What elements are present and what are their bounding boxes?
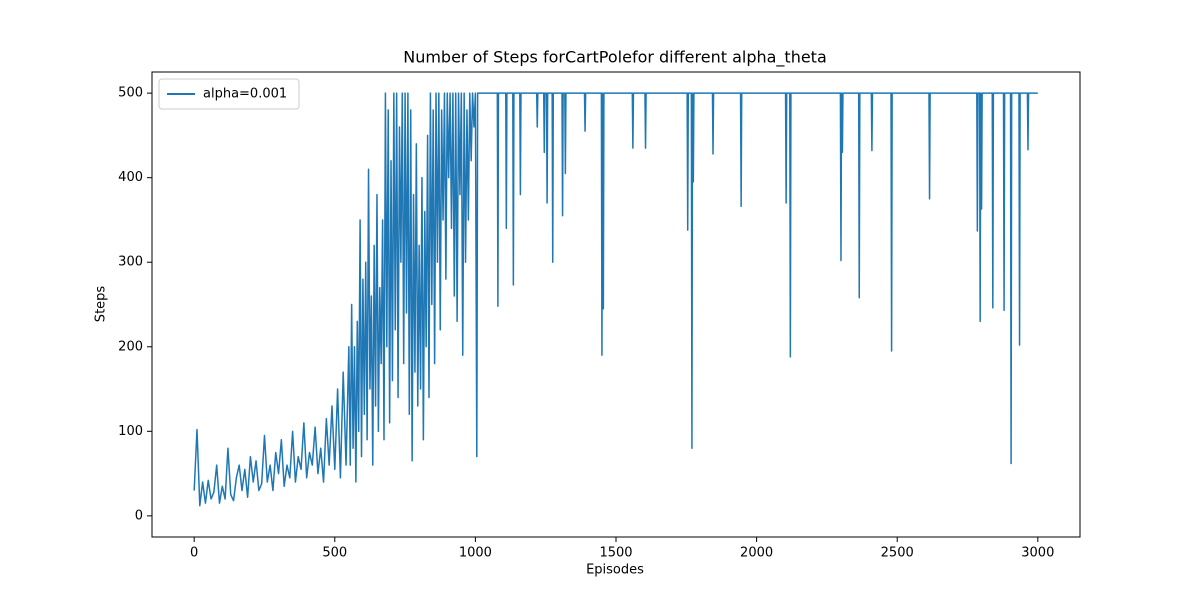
x-tick-label: 1500 bbox=[599, 546, 632, 561]
y-tick-label: 500 bbox=[118, 86, 143, 101]
x-tick-label: 1000 bbox=[459, 546, 492, 561]
x-tick-label: 500 bbox=[322, 546, 347, 561]
x-tick-label: 3000 bbox=[1021, 546, 1054, 561]
y-tick-label: 0 bbox=[135, 508, 143, 523]
y-tick-label: 200 bbox=[118, 339, 143, 354]
legend-box bbox=[158, 78, 300, 110]
chart-title: Number of Steps forCartPolefor different… bbox=[403, 48, 827, 68]
x-tick-label: 2000 bbox=[740, 546, 773, 561]
x-axis-label: Episodes bbox=[586, 563, 644, 578]
y-axis-label: Steps bbox=[94, 286, 109, 323]
plot-frame bbox=[151, 71, 1081, 538]
x-tick-label: 0 bbox=[190, 546, 198, 561]
y-tick-label: 100 bbox=[118, 424, 143, 439]
y-tick-label: 400 bbox=[118, 170, 143, 185]
x-tick-label: 2500 bbox=[881, 546, 914, 561]
y-tick-label: 300 bbox=[118, 255, 143, 270]
legend-label: alpha=0.001 bbox=[203, 87, 287, 102]
data-line bbox=[193, 92, 1038, 507]
